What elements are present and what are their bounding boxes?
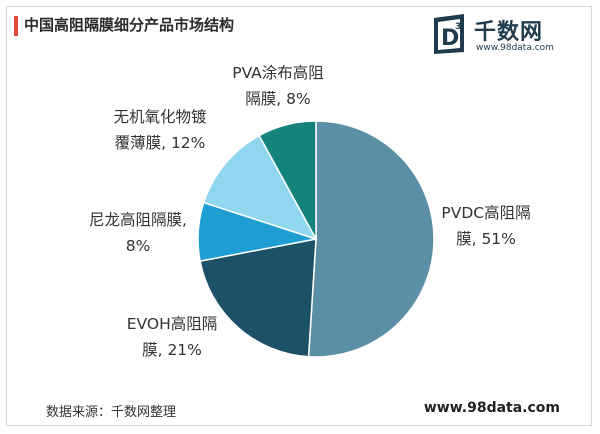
slice-label: 尼龙高阻隔膜, [89, 211, 187, 229]
brand-logo: D 3 千数网 www.98data.com [430, 12, 580, 60]
pie-slice [202, 134, 318, 241]
slice-label: 覆薄膜, 12% [115, 134, 206, 152]
title-accent-bar [14, 16, 18, 36]
pie-slice [258, 120, 317, 240]
slice-label: PVDC高阻隔 [441, 204, 530, 222]
pie-slice [307, 120, 435, 358]
data-source: 数据来源：千数网整理 [46, 405, 177, 420]
slice-label: EVOH高阻隔 [127, 315, 217, 333]
chart-title: 中国高阻隔膜细分产品市场结构 [24, 16, 235, 34]
svg-text:3: 3 [455, 22, 461, 32]
pie-slice [199, 238, 317, 358]
d3-logo-icon: D 3 [434, 14, 464, 54]
slice-label: 8% [126, 237, 151, 255]
slice-label: 无机氧化物镀 [113, 108, 207, 126]
slice-label: 膜, 51% [456, 230, 516, 248]
brand-name: 千数网 [474, 20, 544, 45]
brand-url: www.98data.com [476, 43, 554, 53]
slice-label: 隔膜, 8% [245, 90, 310, 108]
website-url: www.98data.com [423, 400, 560, 416]
slice-label: 膜, 21% [142, 341, 202, 359]
svg-text:D: D [441, 26, 459, 51]
slice-label: PVA涂布高阻 [232, 64, 324, 82]
